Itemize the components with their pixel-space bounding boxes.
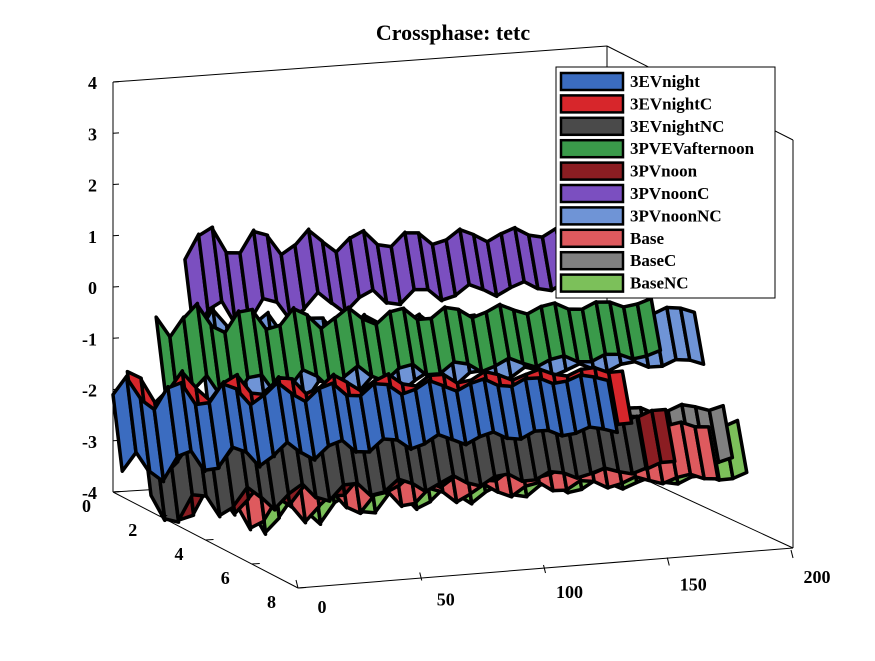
y-tick-label: 8 [267, 592, 276, 612]
x-tick-mark [667, 558, 669, 566]
legend-swatch [561, 207, 623, 224]
legend-item: 3PVnoonNC [561, 206, 722, 225]
x-tick-mark [544, 565, 546, 573]
legend-label: 3EVnightNC [630, 117, 724, 136]
back-top-edge [113, 46, 607, 82]
legend-item: Base [561, 229, 664, 248]
x-tick-label: 100 [556, 582, 583, 602]
legend-swatch [561, 95, 623, 112]
legend-swatch [561, 163, 623, 180]
x-axis-ticks: 0 50 100 150 200 [296, 550, 831, 617]
legend-item: 3PVEVafternoon [561, 139, 755, 158]
legend-item: 3EVnightNC [561, 117, 724, 136]
z-tick-label: 3 [88, 124, 97, 144]
z-tick-label: 0 [88, 278, 97, 298]
y-tick-mark [113, 492, 121, 493]
legend-label: 3EVnightC [630, 94, 712, 113]
y-tick-mark [206, 540, 214, 541]
legend: 3EVnight 3EVnightC 3EVnightNC 3PVEVafternoo… [556, 67, 775, 298]
z-tick-label: -2 [82, 381, 97, 401]
z-tick-label: -1 [82, 329, 97, 349]
legend-label: BaseNC [630, 274, 689, 293]
x-tick-mark [791, 550, 793, 558]
legend-label: 3EVnight [630, 72, 700, 91]
legend-item: 3EVnight [561, 72, 700, 91]
legend-item: 3PVnoonC [561, 184, 709, 203]
legend-item: 3EVnightC [561, 94, 712, 113]
x-tick-label: 0 [318, 597, 327, 617]
legend-label: 3PVnoon [630, 162, 698, 181]
legend-item: BaseC [561, 251, 676, 270]
y-tick-label: 0 [82, 496, 91, 516]
legend-swatch [561, 252, 623, 269]
y-tick-mark [298, 588, 306, 589]
chart-title: Crossphase: tetc [376, 20, 530, 45]
y-tick-label: 4 [175, 544, 184, 564]
legend-swatch [561, 73, 623, 90]
y-tick-mark [252, 564, 260, 565]
x-tick-label: 200 [804, 567, 831, 587]
z-tick-label: 2 [88, 176, 97, 196]
legend-label: 3PVnoonNC [630, 206, 722, 225]
z-tick-label: 1 [88, 227, 97, 247]
z-tick-label: 4 [88, 73, 97, 93]
legend-swatch [561, 118, 623, 135]
x-tick-label: 150 [680, 575, 707, 595]
legend-label: 3PVEVafternoon [630, 139, 755, 158]
legend-label: Base [630, 229, 664, 248]
legend-swatch [561, 140, 623, 157]
x-axis-line [298, 548, 793, 588]
x-tick-mark [420, 573, 422, 581]
y-tick-label: 6 [221, 568, 230, 588]
y-tick-mark [159, 516, 167, 517]
legend-swatch [561, 185, 623, 202]
x-tick-label: 50 [437, 590, 455, 610]
legend-label: 3PVnoonC [630, 184, 709, 203]
y-tick-label: 2 [128, 520, 137, 540]
legend-swatch [561, 230, 623, 247]
legend-item: 3PVnoon [561, 162, 698, 181]
z-tick-label: -3 [82, 432, 97, 452]
legend-swatch [561, 275, 623, 292]
legend-label: BaseC [630, 251, 676, 270]
